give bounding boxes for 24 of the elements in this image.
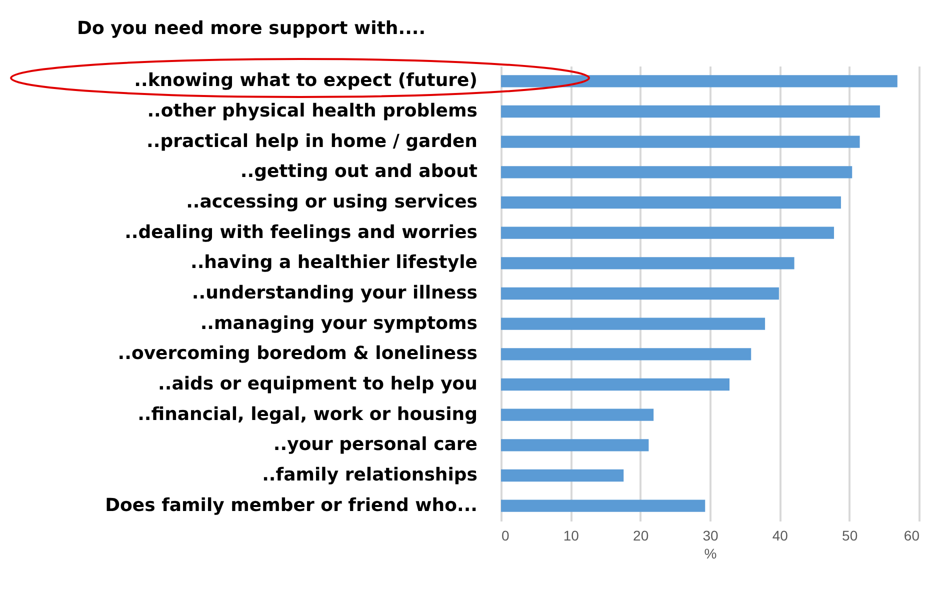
- y-tick-label: ..knowing what to expect (future): [134, 70, 478, 92]
- x-axis-title: %: [704, 546, 717, 562]
- y-tick-label: ..understanding your illness: [192, 282, 478, 304]
- y-tick-label: ..practical help in home / garden: [146, 130, 478, 152]
- text: Do you need more support with....: [77, 18, 426, 39]
- y-tick-label: ..accessing or using services: [186, 192, 478, 212]
- y-tick-label: ..overcoming boredom & loneliness: [118, 343, 478, 364]
- x-tick-label: 10: [563, 528, 580, 544]
- y-tick-label: Does family member or friend who...: [105, 494, 478, 516]
- y-tick-label: ..getting out and about: [240, 161, 478, 182]
- y-tick-label: ..your personal care: [273, 434, 478, 456]
- x-tick-label: 40: [772, 528, 788, 544]
- y-tick-label: ..family relationships: [262, 464, 478, 486]
- y-tick-label: ..other physical health problems: [147, 100, 478, 122]
- y-tick-label: ..managing your symptoms: [200, 312, 478, 334]
- y-tick-label: ..having a healthier lifestyle: [190, 252, 478, 274]
- x-tick-label: 60: [904, 528, 920, 544]
- y-tick-label: ..financial, legal, work or housing: [138, 404, 478, 425]
- x-tick-label: 20: [633, 528, 649, 544]
- x-tick-label: 0: [502, 528, 510, 544]
- x-tick-label: 30: [702, 528, 718, 544]
- x-tick-label: 50: [842, 528, 858, 544]
- y-tick-label: ..dealing with feelings and worries: [124, 222, 478, 243]
- y-tick-label: ..aids or equipment to help you: [158, 374, 478, 394]
